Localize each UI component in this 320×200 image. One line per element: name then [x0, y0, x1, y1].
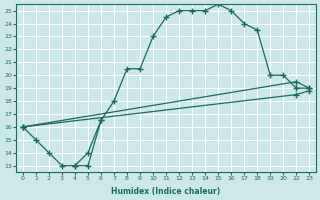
X-axis label: Humidex (Indice chaleur): Humidex (Indice chaleur)	[111, 187, 221, 196]
